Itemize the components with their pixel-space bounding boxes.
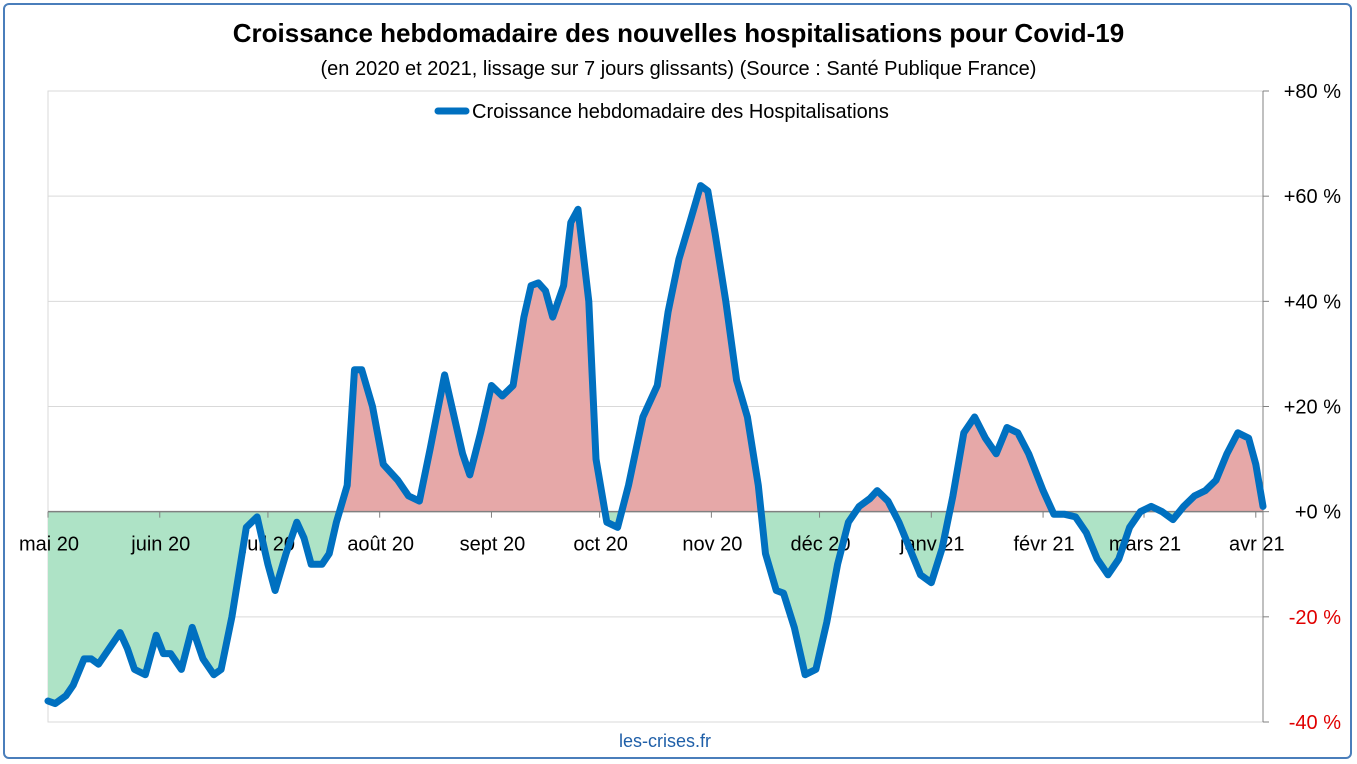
series-layer	[44, 182, 1267, 708]
x-tick-label: juin 20	[130, 534, 190, 556]
x-axis: mai 20 juin 20 juil 20 août 20 sept 20 oct 20…	[19, 510, 1285, 556]
y-tick-label: +40 %	[1284, 291, 1341, 313]
x-tick-label: avr 21	[1229, 534, 1285, 556]
negative-area	[761, 511, 856, 675]
y-axis: +80 % +60 % +40 % +20 % +0 % -20 % -40 %	[1262, 81, 1341, 734]
y-tick-label: +0 %	[1295, 502, 1341, 524]
y-tick-label: -40 %	[1289, 712, 1341, 734]
x-tick-label: août 20	[347, 534, 414, 556]
x-tick-label: nov 20	[682, 534, 742, 556]
x-tick-label: janv 21	[899, 534, 965, 556]
x-tick-label: juil 20	[242, 534, 295, 556]
y-tick-label: -20 %	[1289, 607, 1341, 629]
negative-area	[48, 511, 340, 704]
x-tick-label: sept 20	[460, 534, 526, 556]
x-tick-label: févr 21	[1013, 534, 1074, 556]
source-credit: les-crises.fr	[618, 731, 711, 751]
legend: Croissance hebdomadaire des Hospitalisat…	[434, 101, 889, 123]
y-tick-label: +20 %	[1284, 397, 1341, 419]
gridlines	[48, 90, 1263, 723]
x-tick-label: déc 20	[791, 534, 851, 556]
x-tick-label: oct 20	[573, 534, 627, 556]
chart-frame	[3, 3, 1352, 759]
chart-subtitle: (en 2020 et 2021, lissage sur 7 jours gl…	[320, 58, 1037, 80]
positive-area	[949, 417, 1053, 512]
series-line-hospitalisations	[44, 182, 1267, 708]
positive-area	[621, 185, 761, 512]
y-tick-label: +80 %	[1284, 81, 1341, 103]
legend-label: Croissance hebdomadaire des Hospitalisat…	[472, 101, 889, 123]
y-tick-label: +60 %	[1284, 186, 1341, 208]
x-tick-label: mai 20	[19, 534, 79, 556]
chart-title: Croissance hebdomadaire des nouvelles ho…	[232, 18, 1125, 48]
